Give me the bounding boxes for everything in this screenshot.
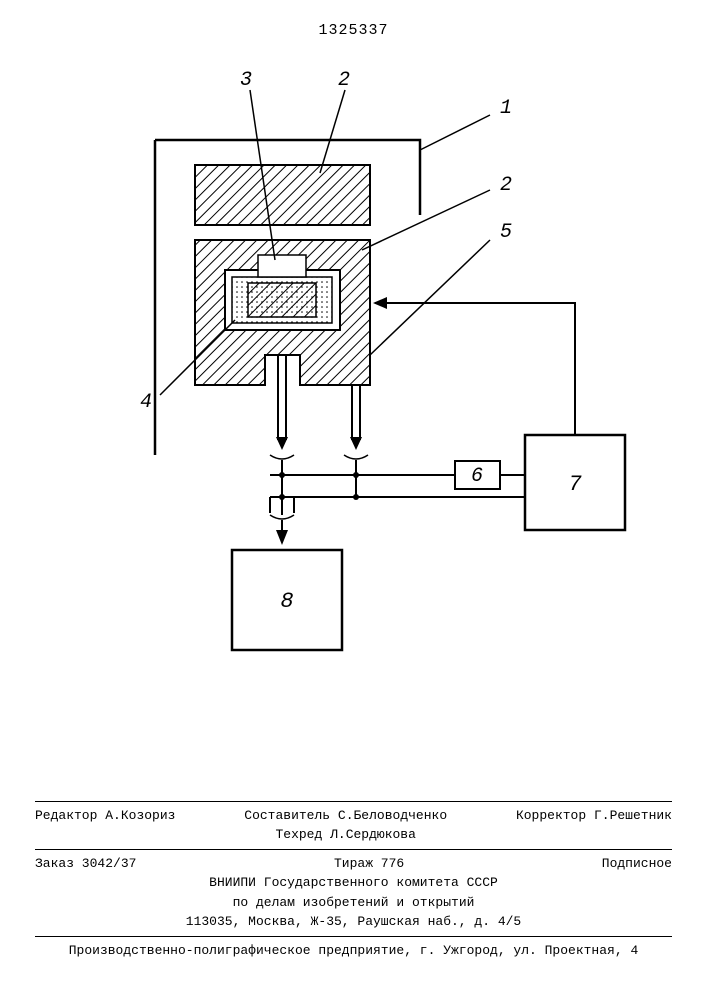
label-6: 6 (471, 465, 483, 488)
print-shop: Производственно-полиграфическое предприя… (35, 941, 672, 961)
label-8: 8 (280, 589, 293, 614)
address: 113035, Москва, Ж-35, Раушская наб., д. … (35, 912, 672, 932)
schematic-diagram: 6 7 8 1 2 3 2 5 4 (0, 55, 707, 705)
corrector-credit: Корректор Г.Решетник (516, 806, 672, 845)
label-4: 4 (140, 391, 152, 414)
vniipi-line1: ВНИИПИ Государственного комитета СССР (35, 873, 672, 893)
label-7: 7 (568, 472, 582, 497)
label-1: 1 (500, 97, 512, 120)
order-number: Заказ 3042/37 (35, 854, 136, 874)
label-3: 3 (240, 69, 252, 92)
podpisnoe: Подписное (602, 854, 672, 874)
label-2b: 2 (500, 174, 512, 197)
tirazh: Тираж 776 (334, 854, 404, 874)
label-2a: 2 (338, 69, 350, 92)
center-credits: Составитель С.Беловодченко Техред Л.Серд… (244, 806, 447, 845)
footer: Редактор А.Козориз Составитель С.Беловод… (35, 797, 672, 961)
vniipi-line2: по делам изобретений и открытий (35, 893, 672, 913)
document-number: 1325337 (0, 22, 707, 39)
editor-credit: Редактор А.Козориз (35, 806, 175, 845)
label-5: 5 (500, 221, 512, 244)
